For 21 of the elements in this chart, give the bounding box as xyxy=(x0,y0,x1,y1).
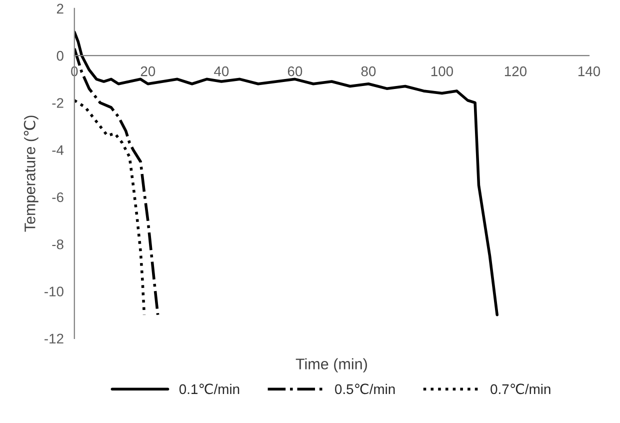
y-tick-label: -4 xyxy=(52,145,64,155)
legend-label: 0.5℃/min xyxy=(335,384,395,394)
y-tick-label: 0 xyxy=(56,50,64,61)
x-tick-label: 80 xyxy=(361,66,376,76)
line-series xyxy=(74,98,146,316)
x-tick-label: 40 xyxy=(214,66,229,76)
x-tick-label: 20 xyxy=(140,66,156,76)
y-axis-title: Temperature (℃) xyxy=(24,116,38,232)
x-axis-title: Time (min) xyxy=(296,358,367,372)
y-tick-label: -8 xyxy=(52,239,64,250)
legend-label: 0.7℃/min xyxy=(490,384,550,394)
legend-label: 0.1℃/min xyxy=(179,384,240,394)
x-tick-label: 100 xyxy=(431,66,454,76)
x-tick-label: 60 xyxy=(288,66,302,76)
y-tick-label: -2 xyxy=(52,98,64,108)
x-tick-label: 140 xyxy=(578,66,600,76)
y-tick-label: 2 xyxy=(56,4,64,14)
y-tick-label: -6 xyxy=(52,192,64,202)
y-tick-label: -10 xyxy=(44,286,64,296)
y-tick-label: -12 xyxy=(44,334,64,344)
x-tick-label: 120 xyxy=(504,66,527,76)
